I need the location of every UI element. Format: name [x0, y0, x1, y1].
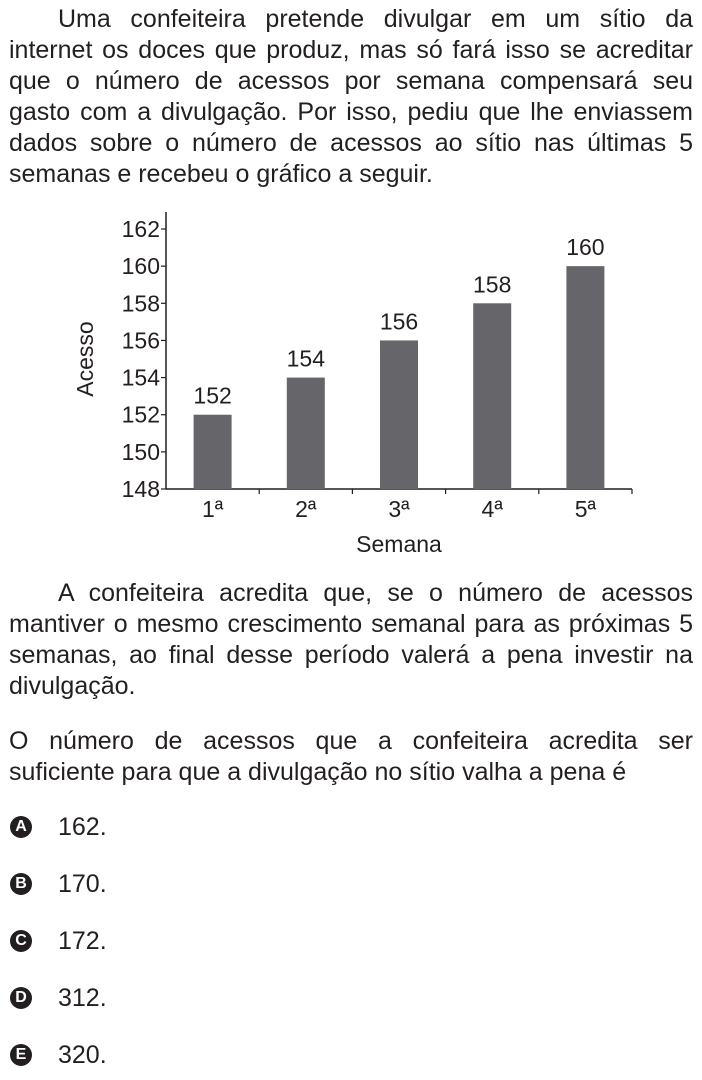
- x-tick-label: 1ª: [202, 496, 224, 522]
- chart-layer: 148 150 152 154 156 158 160 162 152 1ª 154 2ª 156 3ª 1…: [72, 212, 633, 557]
- x-axis-title: Semana: [356, 531, 442, 557]
- option-c-text: 172.: [58, 926, 107, 955]
- x-tick-label: 4ª: [482, 496, 504, 522]
- option-b-text: 170.: [58, 869, 107, 898]
- y-tick-label: 156: [122, 327, 160, 353]
- data-label: 158: [473, 271, 511, 297]
- x-tick-label: 2ª: [295, 496, 317, 522]
- option-e[interactable]: E 320.: [9, 1039, 107, 1071]
- option-e-text: 320.: [58, 1040, 107, 1069]
- option-e-letter-badge: E: [10, 1044, 32, 1066]
- question-belief: A confeiteira acredita que, se o número …: [9, 579, 693, 700]
- bar: [286, 377, 325, 489]
- data-label: 154: [287, 346, 326, 372]
- option-d-text: 312.: [58, 983, 107, 1012]
- y-tick-label: 154: [122, 365, 161, 391]
- y-tick-label: 158: [122, 290, 160, 316]
- y-tick-label: 148: [122, 476, 160, 502]
- option-b[interactable]: B 170.: [9, 868, 107, 900]
- option-c[interactable]: C 172.: [9, 925, 107, 957]
- y-axis-title: Acesso: [72, 321, 98, 396]
- option-c-letter-badge: C: [10, 930, 32, 952]
- x-tick-label: 5ª: [575, 496, 597, 522]
- option-d-letter-badge: D: [10, 987, 32, 1009]
- access-bar-chart: 148 150 152 154 156 158 160 162 152 1ª 154 2ª 156 3ª 1…: [72, 212, 633, 557]
- y-tick-label: 152: [122, 402, 160, 428]
- bar: [473, 303, 512, 489]
- option-a-letter-badge: A: [10, 816, 32, 838]
- question-intro: Uma confeiteira pretende divulgar em um …: [9, 5, 693, 188]
- option-a-text: 162.: [58, 812, 107, 841]
- bar: [193, 414, 232, 489]
- question-prompt: O número de acessos que a confeiteira ac…: [9, 727, 693, 786]
- y-tick-label: 162: [122, 216, 160, 242]
- bar: [566, 266, 605, 489]
- data-label: 152: [193, 383, 231, 409]
- bar: [380, 340, 418, 489]
- option-d[interactable]: D 312.: [9, 982, 107, 1014]
- option-a[interactable]: A 162.: [9, 811, 107, 843]
- option-b-letter-badge: B: [10, 873, 32, 895]
- y-tick-label: 150: [122, 439, 160, 465]
- data-label: 156: [380, 308, 418, 334]
- x-tick-label: 3ª: [388, 496, 410, 522]
- y-tick-label: 160: [122, 253, 160, 279]
- data-label: 160: [566, 234, 604, 260]
